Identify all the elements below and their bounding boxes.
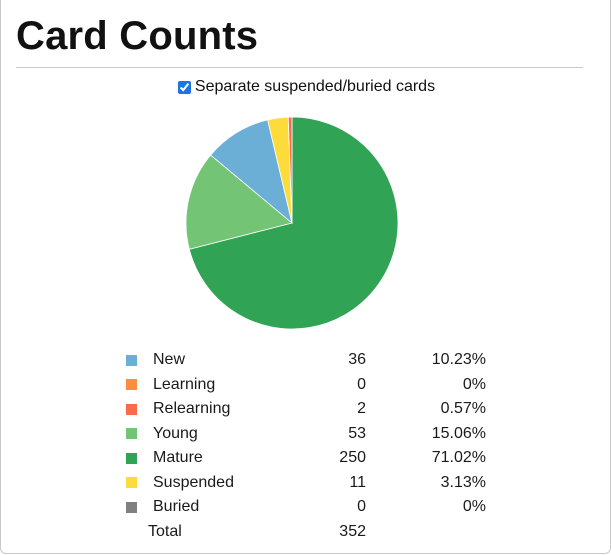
legend-row-mature: Mature 250 71.02% <box>126 446 486 471</box>
legend-label: Learning <box>153 375 216 393</box>
separate-suspended-label: Separate suspended/buried cards <box>194 78 436 95</box>
legend-percentage: 0.57% <box>440 400 486 418</box>
legend-label: Young <box>153 424 198 442</box>
legend-swatch-suspended <box>126 477 137 489</box>
legend-percentage: 0% <box>462 375 486 393</box>
legend-count: 11 <box>349 473 366 491</box>
legend-percentage: 10.23% <box>431 351 486 369</box>
legend-label: Relearning <box>153 400 231 418</box>
legend-percentage: 0% <box>462 498 486 516</box>
legend-label: Suspended <box>153 473 234 491</box>
legend-row-young: Young 53 15.06% <box>126 422 486 447</box>
legend-count: 0 <box>357 498 366 516</box>
legend-label: Mature <box>153 449 203 467</box>
page-title: Card Counts <box>16 14 259 58</box>
legend-row-new: New 36 10.23% <box>126 348 486 373</box>
title-divider <box>16 67 583 68</box>
legend-percentage: 15.06% <box>431 424 486 442</box>
legend-swatch-new <box>126 354 137 366</box>
legend-swatch-young <box>126 428 137 440</box>
legend-swatch-learning <box>126 379 137 391</box>
legend-row-suspended: Suspended 11 3.13% <box>126 471 486 496</box>
separate-suspended-option[interactable]: Separate suspended/buried cards <box>1 76 611 98</box>
separate-suspended-checkbox[interactable] <box>177 80 191 94</box>
legend-total-row: Total 352 <box>126 520 486 545</box>
legend-count: 0 <box>357 375 366 393</box>
total-label: Total <box>148 522 182 540</box>
pie-slice-mature <box>188 116 399 330</box>
legend-swatch-buried <box>126 501 137 513</box>
legend-row-learning: Learning 0 0% <box>126 373 486 398</box>
legend-label: New <box>153 351 186 369</box>
legend-label: Buried <box>153 498 200 516</box>
pie-slice-relearning <box>287 116 293 224</box>
legend-swatch-mature <box>126 452 137 464</box>
legend-percentage: 71.02% <box>431 449 486 467</box>
legend-count: 2 <box>357 400 366 418</box>
legend-swatch-relearning <box>126 403 137 415</box>
legend-percentage: 3.13% <box>440 473 486 491</box>
pie-slice-young <box>185 154 293 250</box>
legend-count: 36 <box>348 351 366 369</box>
total-count: 352 <box>339 522 366 540</box>
legend-row-relearning: Relearning 2 0.57% <box>126 397 486 422</box>
legend-row-buried: Buried 0 0% <box>126 495 486 520</box>
legend-count: 53 <box>348 424 366 442</box>
card-counts-legend: New 36 10.23% Learning 0 0% Relearning 2 0.57% Yo… <box>126 348 486 544</box>
card-counts-pie-chart <box>185 116 399 330</box>
legend-count: 250 <box>339 449 366 467</box>
